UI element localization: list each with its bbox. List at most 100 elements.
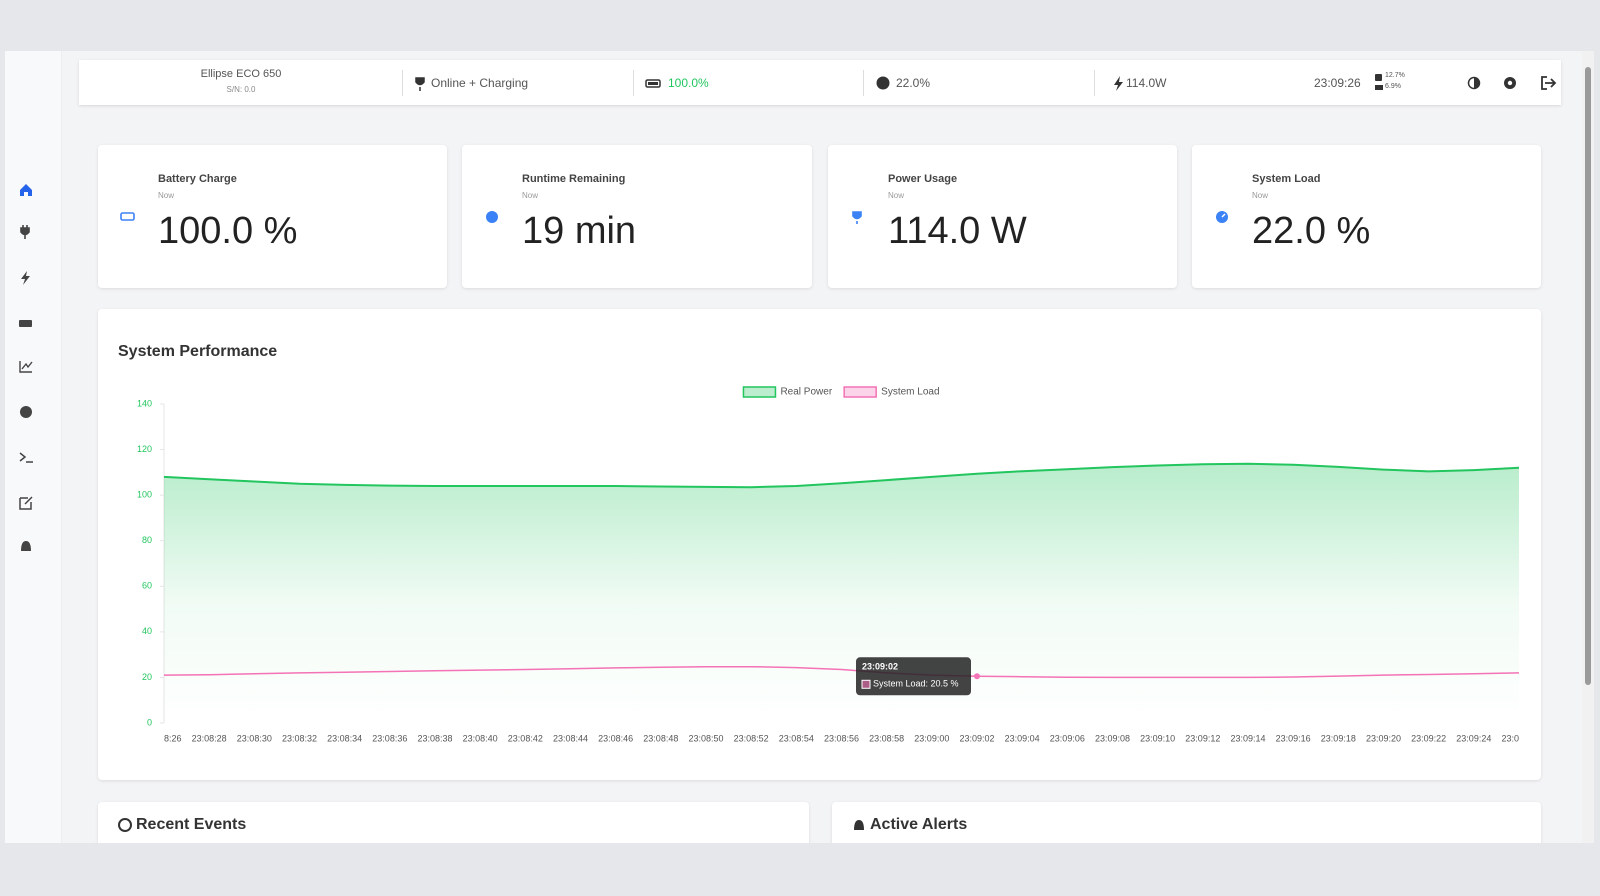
y-tick-label: 100: [137, 490, 152, 500]
x-tick-label: 23:09:18: [1321, 733, 1356, 743]
battery-level: [648, 82, 658, 85]
header-icons: [415, 74, 1557, 91]
divider: [863, 70, 864, 96]
device-serial: S/N: 0.0: [226, 85, 256, 94]
x-tick-label: 23:08:34: [327, 733, 362, 743]
x-tick-label: 23:09:14: [1230, 733, 1265, 743]
x-tick-label: 23:09:12: [1185, 733, 1220, 743]
nav-alerts[interactable]: [21, 541, 31, 551]
card-title: Power Usage: [888, 173, 958, 185]
top-bar: Ellipse ECO 650 S/N: 0.0 Online + Chargi…: [79, 60, 1561, 105]
card-subtitle: Now: [522, 191, 539, 200]
legend-item: Real Power: [742, 386, 833, 398]
scrollbar[interactable]: [1582, 51, 1594, 843]
clock-text: 23:09:26: [1314, 76, 1361, 90]
logout-button[interactable]: [1541, 76, 1557, 90]
divider: [1094, 70, 1095, 96]
power-text: 114.0W: [1126, 76, 1167, 90]
card-title: System Load: [1252, 173, 1321, 185]
stat-card: Runtime Remaining Now 19 min: [462, 145, 812, 288]
x-tick-label: 23:09:08: [1095, 733, 1130, 743]
x-tick-label: 23:09:20: [1366, 733, 1401, 743]
y-tick-label: 20: [142, 672, 152, 682]
chart-title: System Performance: [118, 343, 277, 360]
x-tick-label: 23:09:26: [1501, 733, 1536, 743]
legend-item: System Load: [843, 386, 940, 398]
nav-home[interactable]: [20, 184, 32, 196]
x-tick-label: 23:08:44: [553, 733, 588, 743]
bell-icon: [854, 820, 864, 830]
nav-edit[interactable]: [19, 496, 33, 510]
x-tick-label: 23:09:06: [1050, 733, 1085, 743]
memory-icon: [1375, 85, 1383, 90]
tooltip-box: [856, 657, 971, 696]
memory-text: 6.9%: [1385, 83, 1401, 90]
history-icon: [118, 818, 132, 832]
card-value: 100.0 %: [158, 210, 298, 252]
card-icon: [852, 211, 862, 224]
status-text: Online + Charging: [431, 76, 529, 90]
cpu-icon: [1375, 74, 1382, 81]
x-tick-label: 23:08:46: [598, 733, 633, 743]
x-tick-label: 23:09:02: [959, 733, 994, 743]
nav-terminal[interactable]: [19, 452, 33, 463]
chart-card: System Performance 23:08:26 23:08:28 23:08…: [98, 309, 1541, 780]
y-tick-label: 40: [142, 626, 152, 636]
card-title: Runtime Remaining: [522, 173, 626, 185]
area: [164, 463, 1519, 723]
app-window: Ellipse ECO 650 S/N: 0.0 Online + Chargi…: [5, 51, 1594, 843]
card-subtitle: Now: [158, 191, 175, 200]
theme-toggle-half: [1474, 77, 1480, 89]
y-tick-label: 140: [137, 398, 152, 408]
cpu-text: 12.7%: [1385, 72, 1405, 79]
x-tick-label: 23:08:54: [779, 733, 814, 743]
device-name: Ellipse ECO 650: [200, 68, 282, 80]
stat-card: System Load Now 22.0 %: [1192, 145, 1541, 288]
x-tick-label: 23:09:22: [1411, 733, 1446, 743]
y-tick-label: 80: [142, 535, 152, 545]
card-value: 22.0 %: [1252, 210, 1371, 252]
y-tick-label: 0: [147, 717, 152, 727]
stat-card: Power Usage Now 114.0 W: [828, 145, 1177, 288]
card-value: 19 min: [522, 210, 637, 252]
card-subtitle: Now: [1252, 191, 1269, 200]
divider: [402, 70, 403, 96]
plug-icon: [415, 77, 425, 91]
nav-info[interactable]: [20, 406, 32, 418]
card-title: Battery Charge: [158, 173, 237, 185]
card-icon: [486, 211, 498, 223]
sidebar-icons: [19, 184, 33, 551]
series-line: [163, 462, 1520, 489]
stat-card: Battery Charge Now 100.0 %: [98, 145, 447, 288]
tooltip-title: 23:09:02: [862, 662, 898, 672]
nav-battery[interactable]: [19, 320, 32, 327]
x-tick-label: 23:08:40: [463, 733, 498, 743]
nav-charts[interactable]: [19, 361, 33, 373]
x-tick-label: 23:08:32: [282, 733, 317, 743]
divider: [633, 70, 634, 96]
x-tick-label: 23:08:48: [643, 733, 678, 743]
tooltip-label: System Load: 20.5 %: [873, 679, 959, 689]
x-tick-label: 23:08:52: [734, 733, 769, 743]
x-tick-label: 23:08:28: [192, 733, 227, 743]
x-tick-label: 23:08:36: [372, 733, 407, 743]
scroll-thumb[interactable]: [1585, 67, 1591, 685]
x-tick-label: 23:08:42: [508, 733, 543, 743]
chart: System Performance 23:08:26 23:08:28 23:08…: [118, 343, 1536, 743]
hover-point: [974, 673, 980, 680]
x-tick-label: 23:09:16: [1276, 733, 1311, 743]
y-tick-label: 120: [137, 444, 152, 454]
series-line: [163, 665, 1520, 679]
card-subtitle: Now: [888, 191, 905, 200]
x-tick-label: 23:09:10: [1140, 733, 1175, 743]
nav-energy[interactable]: [21, 271, 30, 285]
x-tick-label: 23:09:00: [914, 733, 949, 743]
nav-power[interactable]: [20, 225, 30, 239]
section-title: Recent Events: [136, 816, 247, 833]
sidebar: [5, 51, 62, 843]
legend-swatch: [843, 386, 877, 398]
legend-label: Real Power: [780, 387, 832, 398]
tooltip-swatch: [861, 679, 871, 689]
x-tick-label: 23:08:58: [869, 733, 904, 743]
section-title: Active Alerts: [870, 816, 968, 833]
